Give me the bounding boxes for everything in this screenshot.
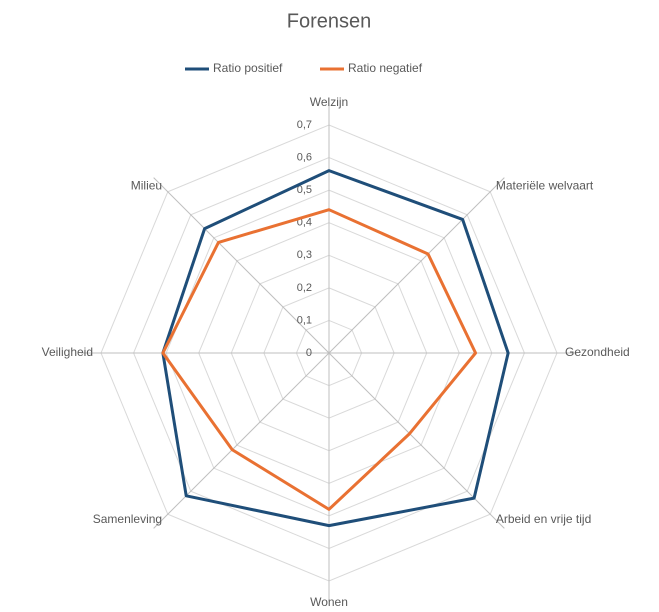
category-label: Arbeid en vrije tijd [496, 512, 591, 526]
legend-label: Ratio negatief [348, 61, 423, 75]
chart-title: Forensen [287, 10, 372, 32]
r-tick-label: 0,1 [297, 314, 312, 326]
spoke [328, 352, 505, 529]
category-label: Milieu [131, 178, 162, 192]
r-tick-label: 0 [306, 347, 312, 359]
r-tick-label: 0,7 [297, 119, 312, 131]
spoke [153, 352, 330, 529]
spoke [153, 177, 330, 354]
category-label: Gezondheid [565, 345, 630, 359]
category-label: Materiële welvaart [496, 178, 594, 192]
category-label: Welzijn [310, 95, 348, 109]
category-label: Samenleving [93, 512, 162, 526]
category-label: Wonen [310, 595, 348, 609]
series-line [161, 208, 478, 511]
spoke [328, 177, 505, 354]
r-tick-label: 0,5 [297, 184, 312, 196]
category-label: Veiligheid [42, 345, 93, 359]
series-line [161, 169, 510, 528]
r-tick-label: 0,2 [297, 282, 312, 294]
r-tick-label: 0,6 [297, 151, 312, 163]
r-tick-label: 0,3 [297, 249, 312, 261]
legend-label: Ratio positief [213, 61, 283, 75]
